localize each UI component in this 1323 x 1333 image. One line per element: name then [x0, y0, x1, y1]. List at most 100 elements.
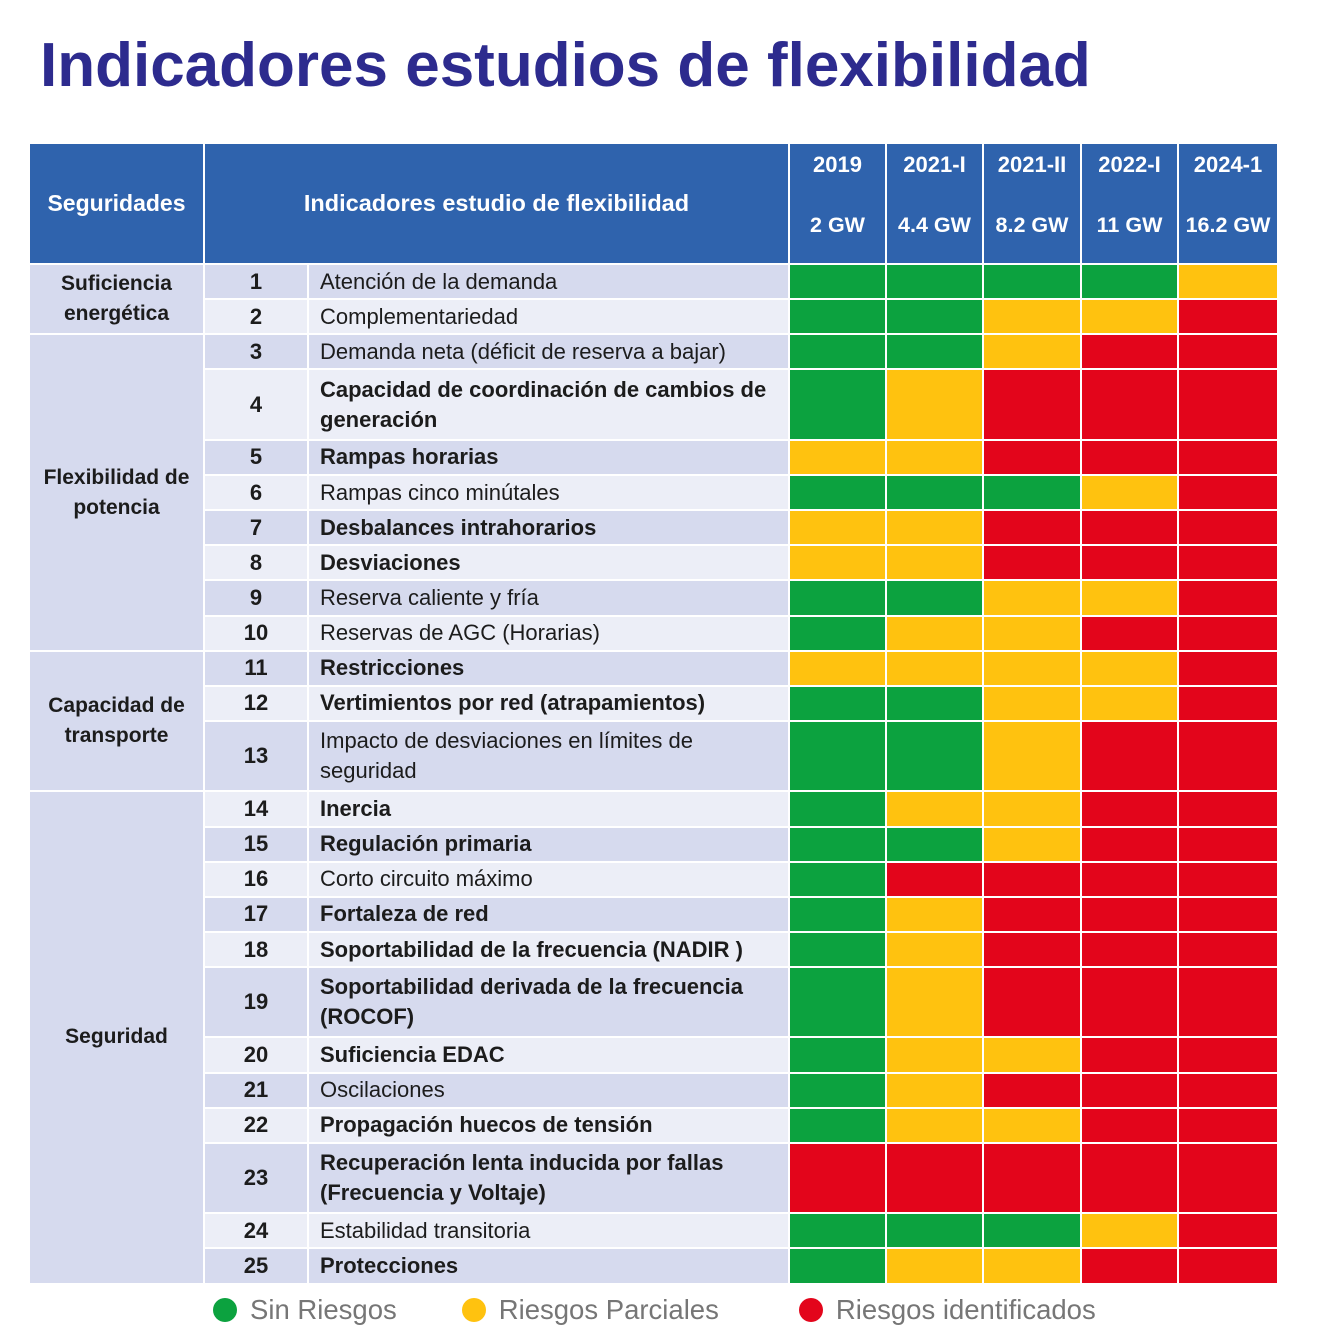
indicator-number: 24 [205, 1214, 307, 1248]
risk-cell [790, 1038, 885, 1072]
risk-cell [1082, 1038, 1177, 1072]
indicator-name: Protecciones [309, 1249, 788, 1283]
indicator-name: Propagación huecos de tensión [309, 1108, 788, 1142]
column-year-label: 2024-1 [1193, 152, 1263, 177]
risk-cell [1082, 440, 1177, 474]
risk-cell [887, 265, 982, 299]
risk-cell [984, 546, 1080, 580]
risk-cell [1082, 651, 1177, 685]
indicator-number: 21 [205, 1073, 307, 1107]
risk-cell [1179, 897, 1277, 931]
risk-cell [984, 335, 1080, 369]
risk-cell [887, 1143, 982, 1213]
risk-cell [790, 370, 885, 439]
indicator-number: 14 [205, 792, 307, 826]
risk-cell [984, 897, 1080, 931]
risk-cell [887, 792, 982, 826]
legend-label: Riesgos Parciales [498, 1294, 719, 1325]
column-header-2: 2021-I 4.4 GW [887, 144, 982, 263]
legend-item-riesgos-parciales: Riesgos Parciales [461, 1294, 719, 1326]
risk-cell [790, 300, 885, 334]
risk-cell [1179, 440, 1277, 474]
column-year-label: 2022-I [1098, 152, 1161, 177]
indicator-name: Vertimientos por red (atrapamientos) [309, 686, 788, 721]
risk-cell [984, 933, 1080, 967]
indicator-number: 11 [205, 651, 307, 685]
risk-cell [984, 265, 1080, 299]
risk-cell [1179, 581, 1277, 615]
risk-cell [1179, 511, 1277, 545]
risk-cell [887, 1108, 982, 1142]
column-header-5: 2024-1 16.2 GW [1179, 144, 1277, 263]
indicator-name: Rampas horarias [309, 440, 788, 474]
risk-cell [1082, 475, 1177, 510]
risk-cell [1179, 1143, 1277, 1213]
group-cell: Capacidad de transporte [30, 651, 203, 791]
risk-cell [1082, 546, 1177, 580]
risk-cell [887, 651, 982, 685]
risk-cell [984, 722, 1080, 791]
risk-cell [887, 1249, 982, 1283]
indicator-name: Regulación primaria [309, 827, 788, 861]
indicator-number: 18 [205, 933, 307, 967]
indicator-name: Rampas cinco minútales [309, 475, 788, 510]
risk-cell [1082, 1108, 1177, 1142]
legend: Sin Riesgos Riesgos Parciales Riesgos id… [213, 1292, 1096, 1328]
risk-cell [1082, 792, 1177, 826]
legend-item-riesgos-identificados: Riesgos identificados [798, 1294, 1096, 1326]
risk-cell [887, 440, 982, 474]
indicator-number: 23 [205, 1143, 307, 1213]
risk-cell [790, 1108, 885, 1142]
risk-cell [1179, 546, 1277, 580]
risk-cell [1179, 792, 1277, 826]
risk-cell [887, 862, 982, 896]
risk-cell [1082, 1143, 1177, 1213]
risk-cell [790, 265, 885, 299]
group-cell: Flexibilidad de potencia [30, 335, 203, 650]
indicator-name: Oscilaciones [309, 1073, 788, 1107]
risk-cell [887, 968, 982, 1037]
column-capacity-label: 2 GW [810, 213, 865, 237]
risk-cell [887, 370, 982, 439]
risk-cell [1179, 370, 1277, 439]
risk-cell [984, 1249, 1080, 1283]
risk-cell [984, 616, 1080, 650]
risk-cell [1082, 1073, 1177, 1107]
risk-cell [1179, 651, 1277, 685]
risk-cell [1082, 933, 1177, 967]
indicator-number: 15 [205, 827, 307, 861]
group-label: Seguridad [65, 1025, 168, 1049]
header-indicators: Indicadores estudio de flexibilidad [205, 144, 788, 263]
indicator-name: Capacidad de coordinación de cambios de … [309, 370, 788, 439]
risk-cell [984, 651, 1080, 685]
risk-cell [984, 581, 1080, 615]
risk-cell [1179, 968, 1277, 1037]
column-header-4: 2022-I 11 GW [1082, 144, 1177, 263]
risk-cell [1082, 511, 1177, 545]
risk-cell [1082, 1214, 1177, 1248]
column-header-3: 2021-II 8.2 GW [984, 144, 1080, 263]
risk-cell [790, 968, 885, 1037]
risk-cell [1179, 686, 1277, 721]
column-year-label: 2021-II [997, 152, 1067, 177]
risk-cell [984, 1143, 1080, 1213]
group-label: Suficiencia energética [61, 272, 172, 326]
risk-cell [1179, 1108, 1277, 1142]
risk-cell [984, 792, 1080, 826]
indicator-number: 16 [205, 862, 307, 896]
legend-item-sin-riesgos: Sin Riesgos [213, 1294, 397, 1326]
indicator-name: Fortaleza de red [309, 897, 788, 931]
risk-cell [790, 511, 885, 545]
indicator-number: 5 [205, 440, 307, 474]
indicator-number: 17 [205, 897, 307, 931]
indicator-name: Estabilidad transitoria [309, 1214, 788, 1248]
indicator-name: Complementariedad [309, 300, 788, 334]
risk-cell [790, 475, 885, 510]
risk-cell [887, 616, 982, 650]
risk-cell [1179, 933, 1277, 967]
risk-cell [887, 511, 982, 545]
indicator-number: 7 [205, 511, 307, 545]
risk-cell [887, 335, 982, 369]
indicator-name: Demanda neta (déficit de reserva a bajar… [309, 335, 788, 369]
indicator-number: 13 [205, 722, 307, 791]
